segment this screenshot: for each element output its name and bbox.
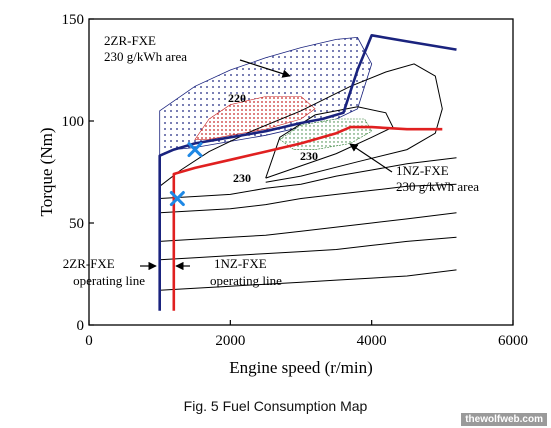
- contour-label-220: 220: [228, 91, 246, 105]
- y-tick-label-2: 100: [62, 114, 85, 130]
- x-tick-label-1: 2000: [215, 333, 245, 349]
- watermark: thewolfweb.com: [461, 413, 547, 426]
- x-tick-label-0: 0: [85, 333, 93, 349]
- annotation-2zr-area-line1: 2ZR-FXE: [104, 33, 156, 48]
- marker-x-0-stroke-b: [187, 142, 203, 158]
- contour-line-1: [159, 236, 457, 261]
- contour-line-2: [159, 212, 457, 242]
- fuel-map-chart: 0 2000 4000 6000 0 50 100 150 Engine speed (r/m…: [37, 12, 528, 377]
- y-tick-label-1: 50: [69, 216, 84, 232]
- y-axis-label: Torque (Nm): [37, 128, 56, 217]
- contour-line-4: [159, 157, 457, 199]
- annotation-2zr-area-arrow: [239, 59, 291, 78]
- annotation-1nz-area: 1NZ-FXE 230 g/kWh area: [396, 163, 479, 194]
- marker-x-0: [187, 142, 203, 158]
- annotation-2zr-area-line2: 230 g/kWh area: [104, 49, 187, 64]
- area-1: [194, 96, 316, 140]
- y-tick-label-3: 150: [62, 12, 85, 28]
- plot-frame: [88, 18, 514, 326]
- annotation-1nz-line-line2: operating line: [210, 273, 282, 288]
- contour-line-6: [265, 106, 394, 179]
- contour-label-230-green: 230: [300, 149, 318, 163]
- marker-x-1: [169, 191, 185, 207]
- contour-line-5: [159, 63, 443, 187]
- annotation-1nz-line: 1NZ-FXE operating line: [210, 256, 282, 288]
- contour-line-3: [159, 183, 457, 214]
- annotation-1nz-area-arrow: [349, 143, 393, 173]
- annotation-1nz-area-line1: 1NZ-FXE: [396, 163, 449, 178]
- annotation-2zr-line-line1: 2ZR-FXE: [63, 256, 115, 271]
- contour-label-230: 230: [233, 171, 251, 185]
- annotation-2zr-line-line2: operating line: [73, 273, 145, 288]
- marker-x-1-stroke-b: [169, 191, 185, 207]
- series-line-1: [172, 125, 443, 311]
- annotation-2zr-line: 2ZR-FXE operating line: [63, 256, 145, 288]
- contour-line-0: [159, 269, 457, 291]
- y-tick-label-0: 0: [77, 318, 85, 334]
- x-axis-label: Engine speed (r/min): [229, 358, 373, 377]
- annotation-1nz-area-line2: 230 g/kWh area: [396, 179, 479, 194]
- x-tick-label-2: 4000: [357, 333, 387, 349]
- annotation-1nz-line-line1: 1NZ-FXE: [214, 256, 267, 271]
- x-tick-label-3: 6000: [498, 333, 528, 349]
- figure-caption: Fig. 5 Fuel Consumption Map: [183, 398, 368, 414]
- series-line-0: [158, 33, 457, 311]
- annotation-2zr-area: 2ZR-FXE 230 g/kWh area: [104, 33, 187, 64]
